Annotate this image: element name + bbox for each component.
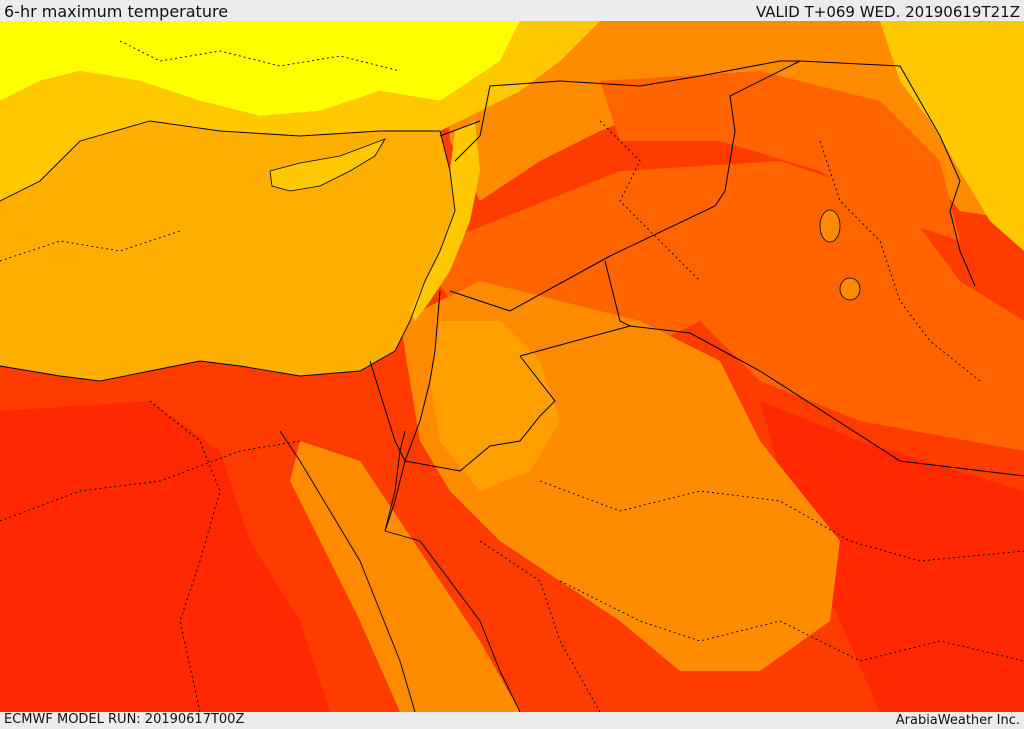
country-borders bbox=[369, 60, 1024, 532]
levant-strip bbox=[410, 121, 480, 321]
map-canvas bbox=[0, 21, 1024, 712]
north-orange-belt bbox=[440, 21, 1024, 221]
coastlines bbox=[0, 120, 521, 712]
anatolia-yellow bbox=[0, 21, 520, 116]
footer-bar: ECMWF MODEL RUN: 20190617T00Z ArabiaWeat… bbox=[0, 712, 1024, 729]
iran-yellow bbox=[880, 21, 1024, 251]
credit-text: ArabiaWeather Inc. bbox=[895, 713, 1020, 728]
map-title: 6-hr maximum temperature bbox=[4, 2, 229, 21]
cyprus-island bbox=[269, 138, 386, 192]
red-sea-orange bbox=[290, 441, 520, 712]
header-bar: 6-hr maximum temperature VALID T+069 WED… bbox=[0, 0, 1024, 21]
mediterranean-sea bbox=[0, 121, 455, 381]
dark-orange-zone bbox=[420, 161, 1024, 451]
lake-tharthar bbox=[819, 209, 841, 243]
valid-time: VALID T+069 WED. 20190619T21Z bbox=[755, 3, 1020, 21]
deep-red-east bbox=[760, 401, 1024, 712]
north-dark-orange bbox=[600, 71, 960, 241]
deep-red-west bbox=[0, 401, 330, 712]
temperature-map bbox=[0, 21, 1024, 712]
internal-boundaries bbox=[0, 40, 1024, 712]
model-run: ECMWF MODEL RUN: 20190617T00Z bbox=[4, 712, 245, 727]
anatolia-light-orange bbox=[0, 21, 600, 201]
light-orange-jordan bbox=[430, 321, 560, 491]
lake-razazza bbox=[839, 277, 861, 301]
